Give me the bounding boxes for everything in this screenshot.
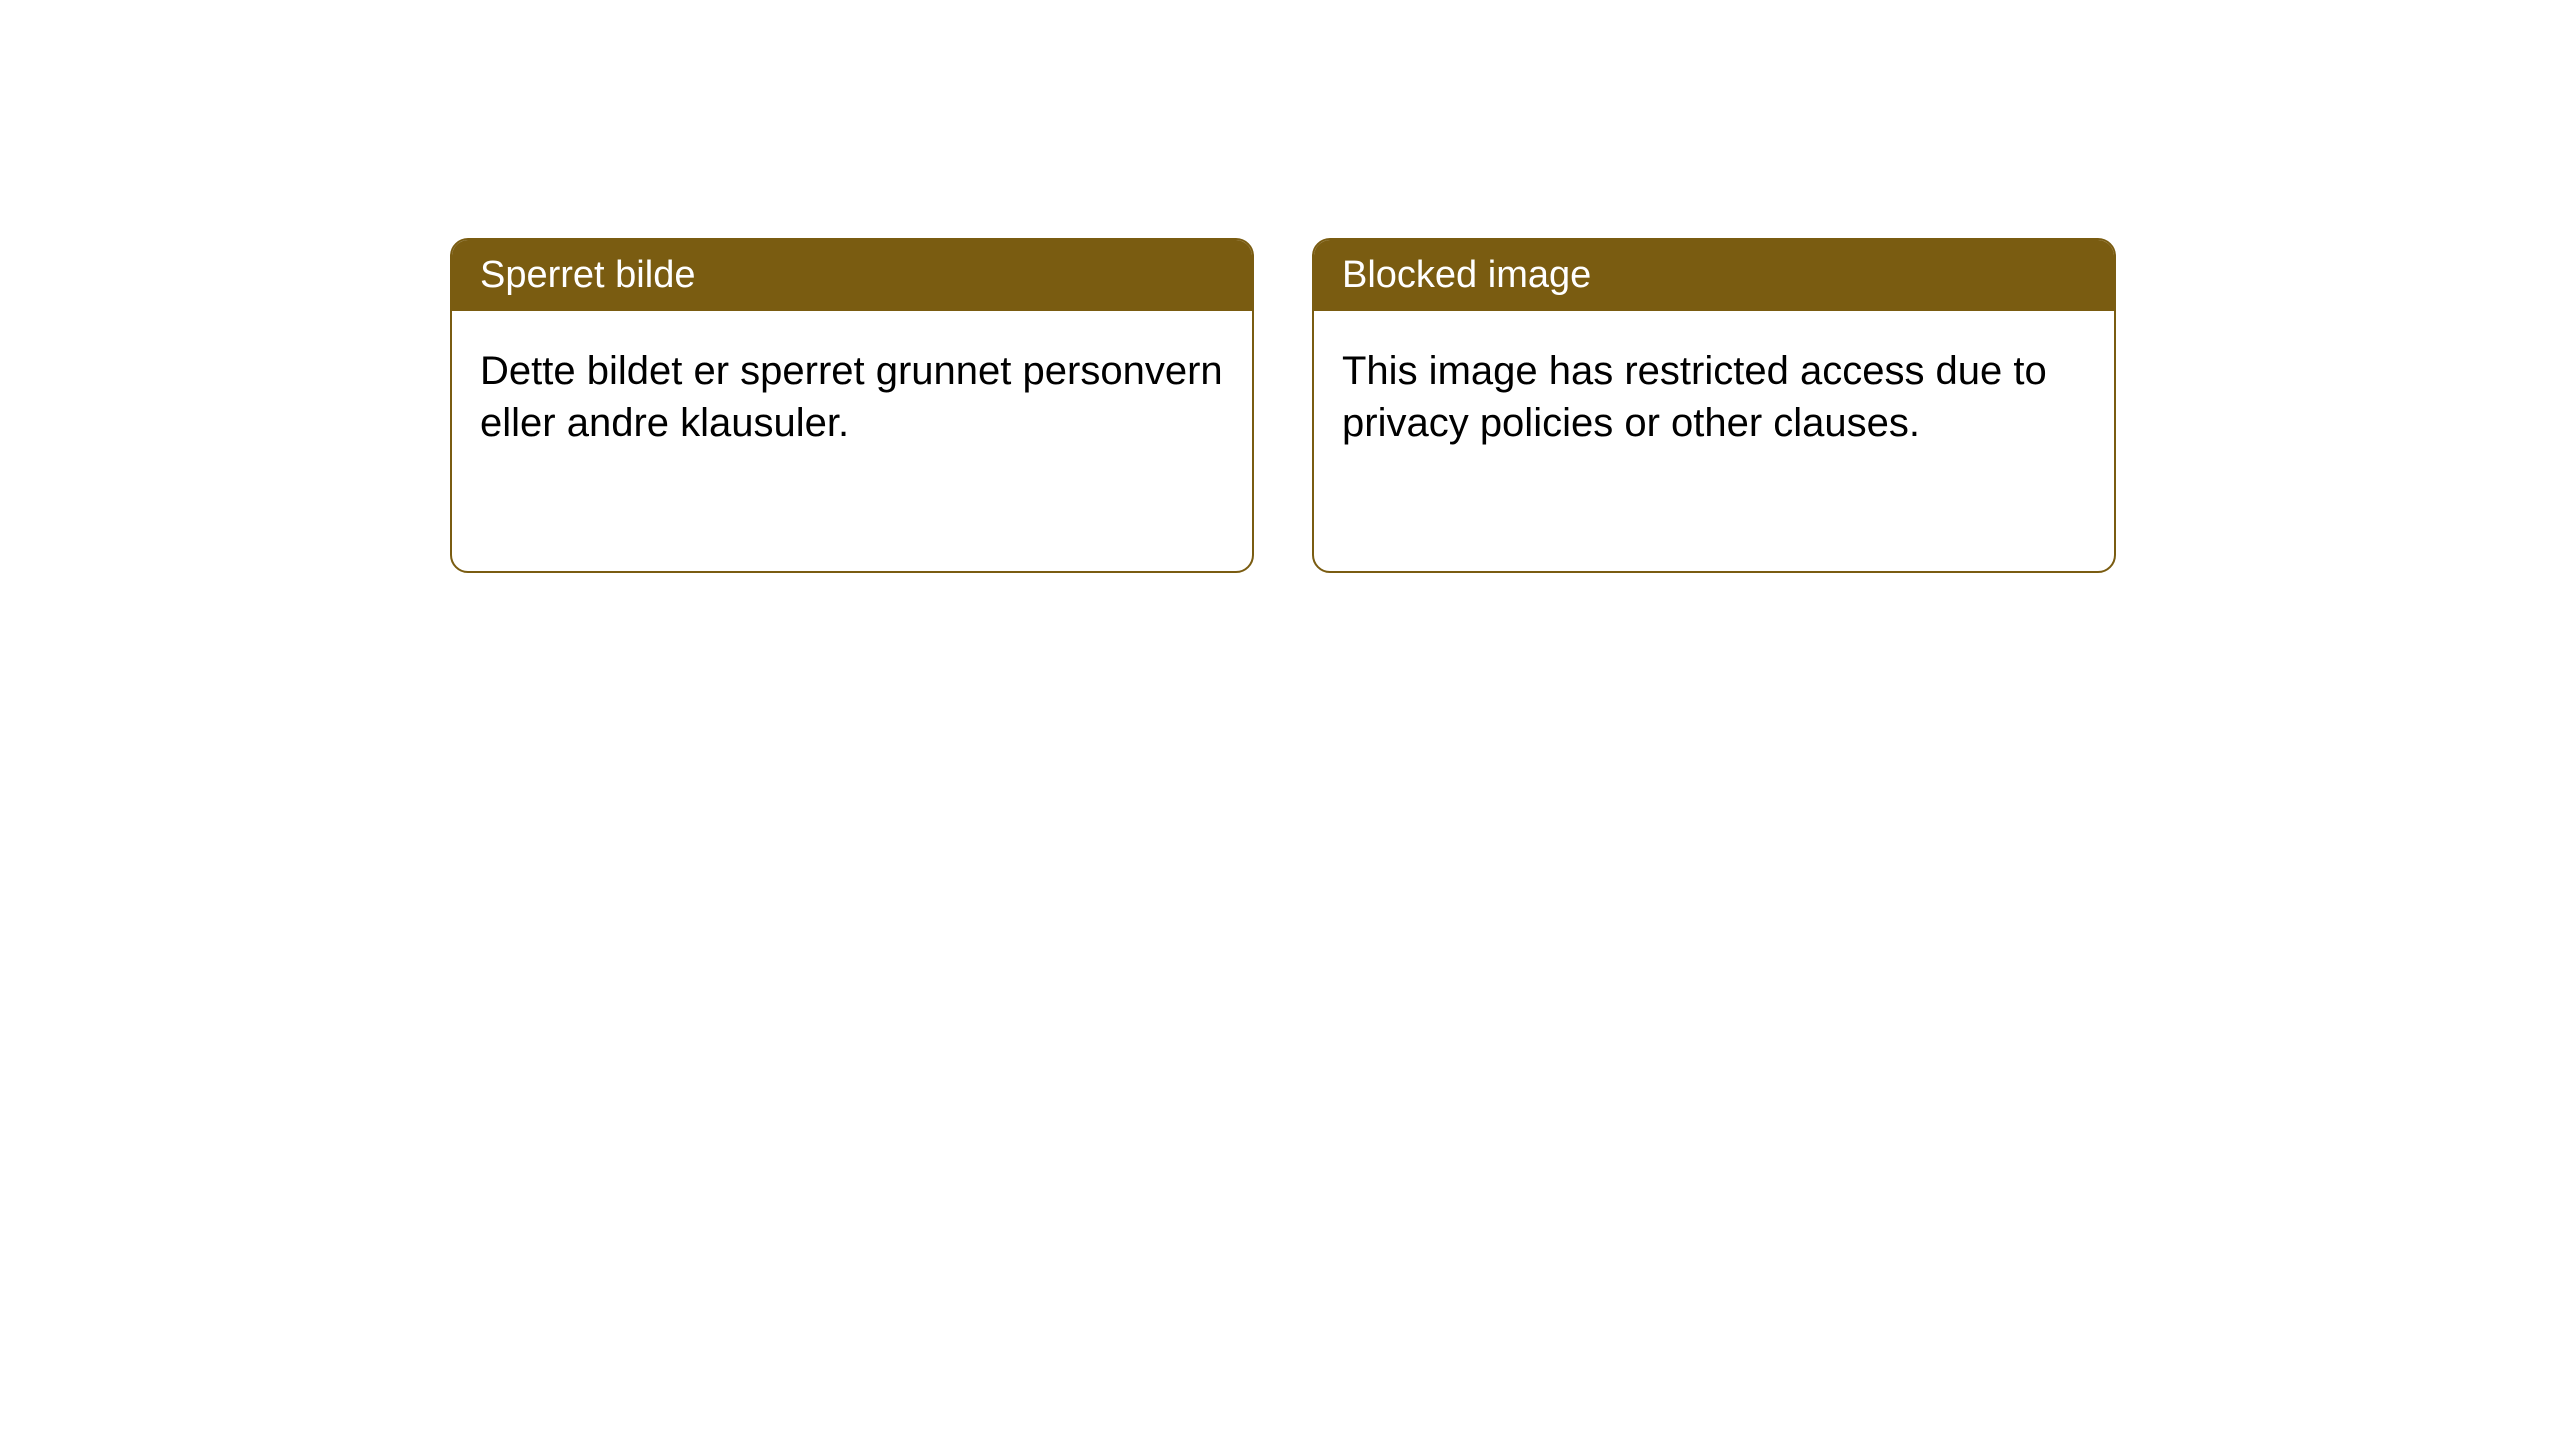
notice-card-norwegian: Sperret bilde Dette bildet er sperret gr…: [450, 238, 1254, 573]
card-body-text: Dette bildet er sperret grunnet personve…: [480, 349, 1223, 445]
notice-cards-container: Sperret bilde Dette bildet er sperret gr…: [450, 238, 2116, 573]
card-body: Dette bildet er sperret grunnet personve…: [452, 311, 1252, 483]
card-title: Sperret bilde: [480, 254, 695, 296]
card-title: Blocked image: [1342, 254, 1591, 296]
notice-card-english: Blocked image This image has restricted …: [1312, 238, 2116, 573]
card-header: Sperret bilde: [452, 240, 1252, 311]
card-header: Blocked image: [1314, 240, 2114, 311]
card-body: This image has restricted access due to …: [1314, 311, 2114, 483]
card-body-text: This image has restricted access due to …: [1342, 349, 2047, 445]
